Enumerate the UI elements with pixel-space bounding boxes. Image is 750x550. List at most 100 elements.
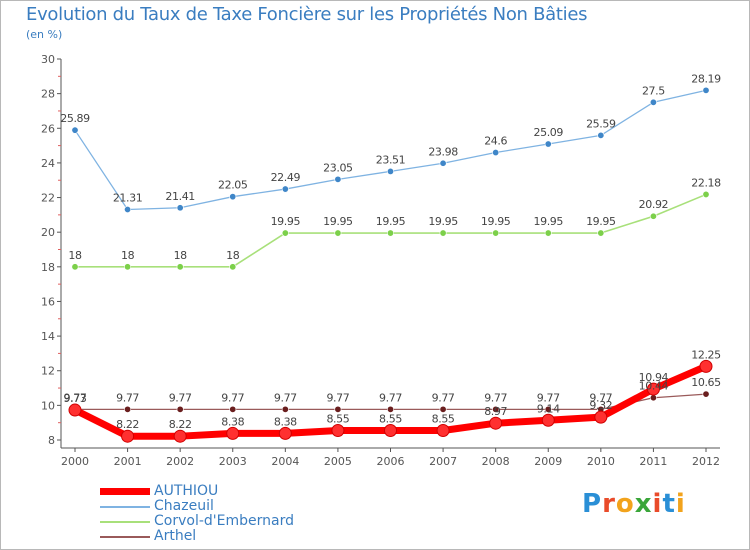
data-point-authiou [489,416,503,430]
data-point-chazeuil [702,86,710,94]
x-tick-label: 2009 [534,455,562,468]
data-point-arthel [702,390,710,398]
data-point-arthel [386,405,394,413]
data-point-authiou [541,413,555,427]
data-point-corvol [334,229,342,237]
data-point-arthel [492,405,500,413]
data-point-chazeuil [176,204,184,212]
axes: 8 10 12 14 16 18 20 22 24 26 28 30 2000 2001 2002 2003 2… [41,53,720,468]
data-label-arthel: 9.77 [116,391,139,404]
data-label-arthel: 9.77 [379,391,402,404]
data-point-authiou [278,426,292,440]
data-point-corvol [544,229,552,237]
data-label-arthel: 10.65 [691,376,721,389]
data-point-corvol [492,229,500,237]
legend-swatch-chazeuil [100,506,150,508]
x-tick-label: 2006 [377,455,405,468]
data-label-arthel: 9.77 [589,391,612,404]
data-label-chazeuil: 23.51 [376,153,406,166]
data-point-authiou [226,426,240,440]
data-point-corvol [71,263,79,271]
logo-letter: P [582,489,603,519]
data-label-authiou: 8.55 [326,412,349,425]
data-point-corvol [386,229,394,237]
data-point-chazeuil [386,167,394,175]
chart-title: Evolution du Taux de Taxe Foncière sur l… [26,4,588,25]
data-label-arthel: 9.77 [64,391,87,404]
y-tick-label: 22 [41,192,55,205]
data-label-authiou: 12.25 [691,348,721,361]
data-label-authiou: 9.32 [589,399,612,412]
data-label-authiou: 8.97 [484,405,507,418]
data-point-corvol [649,212,657,220]
y-tick-label: 30 [41,53,55,66]
x-tick-label: 2003 [219,455,247,468]
data-point-chazeuil [124,205,132,213]
logo-letter: i [675,489,686,519]
data-point-chazeuil [544,140,552,148]
data-label-arthel: 9.77 [221,391,244,404]
data-label-corvol: 19.95 [271,215,301,228]
data-label-chazeuil: 27.5 [642,84,665,97]
data-label-corvol: 19.95 [481,215,511,228]
data-label-corvol: 18 [121,249,135,262]
data-label-corvol: 19.95 [323,215,353,228]
legend-label-chazeuil: Chazeuil [154,498,214,514]
logo-letter: o [615,489,635,519]
data-point-authiou [68,403,82,417]
data-point-arthel [544,405,552,413]
data-point-chazeuil [281,185,289,193]
data-label-chazeuil: 23.98 [428,145,458,158]
x-tick-label: 2008 [482,455,510,468]
data-point-corvol [702,190,710,198]
data-point-authiou [699,359,713,373]
data-label-chazeuil: 21.41 [165,190,195,203]
data-point-chazeuil [649,98,657,106]
y-tick-label: 16 [41,295,55,308]
data-point-arthel [281,405,289,413]
data-label-chazeuil: 25.59 [586,117,616,130]
data-label-arthel: 9.77 [537,391,560,404]
data-label-authiou: 8.55 [379,412,402,425]
data-label-corvol: 18 [226,249,240,262]
y-tick-label: 12 [41,365,55,378]
data-label-authiou: 9.14 [537,402,560,415]
data-label-arthel: 9.77 [169,391,192,404]
legend-label-corvol: Corvol-d'Embernard [154,513,294,529]
x-tick-label: 2001 [114,455,142,468]
data-point-chazeuil [597,131,605,139]
data-label-corvol: 18 [68,249,82,262]
data-label-chazeuil: 28.19 [691,72,721,85]
data-point-corvol [439,229,447,237]
data-point-chazeuil [492,149,500,157]
data-point-arthel [176,405,184,413]
data-label-corvol: 22.18 [691,176,721,189]
y-tick-label: 14 [41,330,55,343]
proxiti-logo: Proxiti [582,489,686,519]
x-tick-label: 2010 [587,455,615,468]
data-point-arthel [334,405,342,413]
data-point-authiou [436,423,450,437]
data-point-corvol [124,263,132,271]
y-tick-label: 8 [48,434,55,447]
data-label-arthel: 9.77 [484,391,507,404]
data-label-authiou: 9.73 [64,392,87,405]
y-tick-label: 26 [41,122,55,135]
data-point-chazeuil [439,159,447,167]
series-layer [68,86,713,443]
data-point-authiou [173,429,187,443]
legend-label-arthel: Arthel [154,528,197,544]
x-tick-label: 2011 [639,455,667,468]
data-label-chazeuil: 22.49 [271,171,301,184]
data-point-chazeuil [334,175,342,183]
data-point-arthel [439,405,447,413]
data-label-chazeuil: 22.05 [218,179,248,192]
data-point-arthel [124,405,132,413]
y-tick-label: 10 [41,399,55,412]
data-point-authiou [594,410,608,424]
legend-label-authiou: AUTHIOU [154,483,219,499]
data-point-corvol [597,229,605,237]
y-tick-label: 28 [41,88,55,101]
y-tick-label: 20 [41,226,55,239]
